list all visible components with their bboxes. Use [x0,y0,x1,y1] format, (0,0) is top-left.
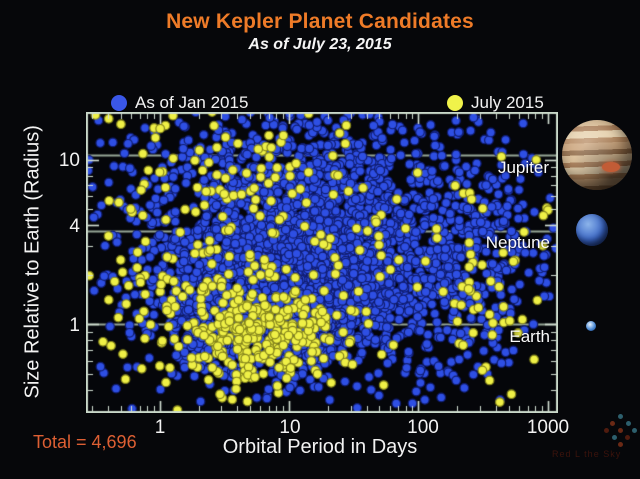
watermark-dot [618,442,623,447]
x-tick-10: 10 [279,417,301,438]
x-axis-title: Orbital Period in Days [222,436,418,458]
neptune-line-label: Neptune [485,233,550,252]
jupiter-red-spot [602,162,620,172]
y-axis-title: Size Relative to Earth (Radius) [21,125,44,399]
earth-line-label: Earth [509,327,550,346]
y-tick-4: 4 [69,216,80,237]
legend-label: July 2015 [471,93,544,112]
watermark-dot [618,414,623,419]
watermark-logo [604,414,640,450]
page-title: New Kepler Planet Candidates [166,10,474,33]
jupiter-line-label: Jupiter [497,158,549,177]
legend-item-july-2015: July 2015 [447,93,544,112]
page-subtitle: As of July 23, 2015 [248,36,392,53]
scatter-plot-canvas [86,112,558,413]
blue-dot-icon [111,95,127,111]
watermark-dot [632,428,637,433]
x-tick-100: 100 [407,417,439,438]
watermark-dot [625,435,630,440]
earth-image [586,321,596,331]
watermark-dot [610,421,615,426]
yellow-dot-icon [447,95,463,111]
watermark-dot [604,428,609,433]
total-count-label: Total = 4,696 [33,432,137,452]
watermark-dot [618,428,623,433]
y-tick-1: 1 [69,315,80,336]
neptune-image [576,214,608,246]
watermark-dot [612,435,617,440]
y-tick-10: 10 [58,150,80,171]
watermark-text: Red L the Sky [552,449,622,459]
legend-item-jan-2015: As of Jan 2015 [111,93,249,112]
watermark-dot [626,421,631,426]
jupiter-image [562,120,632,190]
x-tick-1: 1 [154,417,166,438]
x-tick-1000: 1000 [526,417,570,438]
legend-label: As of Jan 2015 [135,93,249,112]
